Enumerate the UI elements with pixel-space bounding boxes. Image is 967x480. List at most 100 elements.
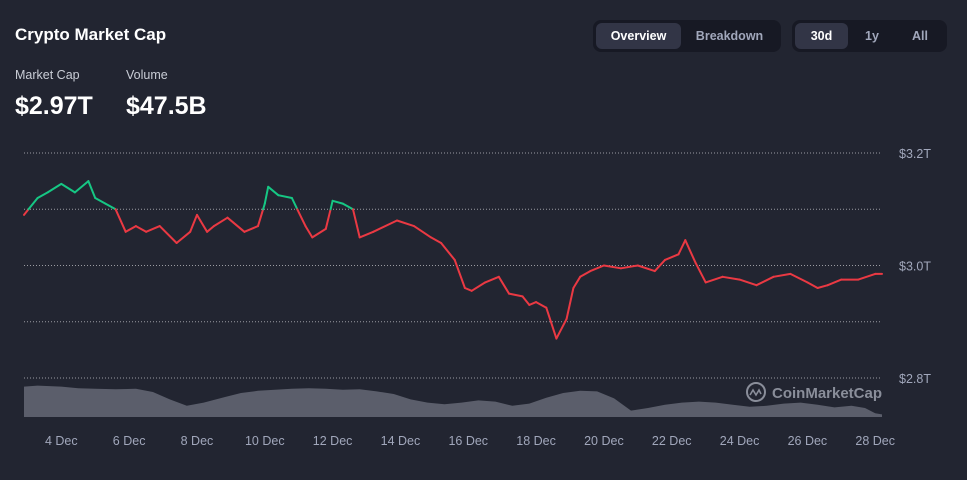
price-line-segment	[589, 264, 605, 273]
volume-value: $47.5B	[126, 92, 207, 120]
price-line-segment	[545, 306, 558, 340]
price-line-segment	[73, 180, 90, 194]
price-line-segment	[396, 219, 415, 228]
price-line-segment	[290, 197, 299, 211]
price-line-segment	[341, 202, 354, 211]
x-tick-label: 26 Dec	[788, 434, 828, 448]
price-line-segment	[806, 281, 819, 289]
price-line-segment	[619, 264, 639, 270]
price-line-segment	[206, 225, 215, 233]
tab-overview[interactable]: Overview	[596, 23, 681, 49]
price-line-segment	[60, 182, 76, 194]
price-line-segment	[311, 227, 327, 239]
price-line-segment	[430, 236, 443, 244]
price-line-segment	[199, 219, 209, 233]
price-line-segment	[694, 261, 707, 284]
price-line-segment	[304, 225, 314, 239]
price-line-segment	[329, 199, 334, 211]
price-line-segment	[535, 301, 548, 309]
price-line-segment	[664, 253, 680, 261]
price-line-segment	[677, 239, 687, 256]
coinmarketcap-logo-icon	[746, 382, 766, 402]
x-tick-label: 28 Dec	[855, 434, 895, 448]
price-line-segment	[324, 208, 332, 230]
price-line-segment	[27, 197, 39, 211]
x-tick-label: 14 Dec	[381, 434, 421, 448]
coinmarketcap-logo-mark	[749, 388, 762, 397]
volume-fill	[24, 385, 882, 417]
price-line-segment	[296, 208, 307, 228]
price-line-segment	[352, 208, 361, 239]
x-tick-label: 4 Dec	[45, 434, 78, 448]
price-line-segment	[440, 242, 456, 261]
price-line-segment	[555, 317, 568, 340]
price-line-segment	[704, 275, 724, 284]
tab-breakdown[interactable]: Breakdown	[695, 29, 764, 43]
price-line-segment	[521, 295, 531, 306]
price-line-segment	[46, 182, 63, 194]
price-line-segment	[196, 213, 202, 222]
price-line-segment	[653, 258, 666, 273]
price-line-segment	[257, 208, 265, 228]
market-cap-label: Market Cap	[15, 68, 80, 82]
price-line-segment	[158, 225, 178, 244]
x-tick-label: 10 Dec	[245, 434, 285, 448]
price-line-segment	[134, 225, 148, 233]
price-line-segment	[104, 202, 117, 211]
axes: $3.2T $3.0T $2.8T 4 Dec 6 Dec 8 Dec 10 Dec 12 D…	[45, 147, 931, 448]
view-tab-group: Overview Breakdown	[593, 20, 781, 52]
price-line-segment	[684, 239, 697, 264]
price-line-segment	[497, 275, 510, 295]
price-line-segment	[721, 275, 741, 281]
price-line-segment	[470, 281, 487, 292]
price-line-segment	[579, 270, 592, 278]
price-line-segment	[114, 208, 127, 233]
x-tick-label: 6 Dec	[113, 434, 146, 448]
tab-range-all[interactable]: All	[912, 29, 928, 43]
y-tick-label: $3.0T	[899, 260, 931, 274]
price-line-segment	[738, 278, 758, 287]
tab-range-30d[interactable]: 30d	[795, 23, 848, 49]
market-cap-value: $2.97T	[15, 92, 93, 120]
range-tab-group: 30d 1y All	[792, 20, 947, 52]
price-line-segment	[602, 264, 622, 270]
x-tick-label: 24 Dec	[720, 434, 760, 448]
price-line-segment	[636, 264, 656, 273]
price-line-segment	[124, 225, 137, 233]
price-line-segment	[484, 275, 500, 284]
volume-area	[24, 385, 882, 417]
chart-title: Crypto Market Cap	[15, 25, 167, 44]
x-tick-label: 12 Dec	[313, 434, 353, 448]
price-line-segment	[755, 275, 775, 287]
price-line-segment	[358, 230, 375, 239]
tab-range-1y[interactable]: 1y	[865, 29, 879, 43]
price-line-segment	[175, 230, 192, 244]
x-tick-label: 16 Dec	[448, 434, 488, 448]
price-line-segment	[263, 185, 270, 205]
price-line-segment	[508, 292, 524, 298]
price-line-segment	[145, 225, 161, 233]
price-line-segment	[36, 191, 49, 199]
price-line-segment	[87, 180, 97, 199]
price-line	[23, 180, 883, 340]
price-line-segment	[226, 216, 246, 233]
volume-label: Volume	[126, 68, 168, 82]
price-line-segment	[528, 301, 538, 306]
price-line-segment	[772, 272, 792, 278]
x-tick-label: 20 Dec	[584, 434, 624, 448]
price-line-segment	[372, 219, 398, 233]
price-line-segment	[463, 287, 473, 292]
price-line-segment	[826, 278, 843, 287]
price-line-segment	[453, 258, 466, 289]
price-line-segment	[23, 208, 30, 216]
x-tick-label: 8 Dec	[181, 434, 214, 448]
watermark-text: CoinMarketCap	[772, 385, 882, 402]
x-tick-label: 18 Dec	[516, 434, 556, 448]
price-line-segment	[212, 216, 229, 228]
x-tick-label: 22 Dec	[652, 434, 692, 448]
price-line-segment	[267, 185, 280, 197]
price-line-segment	[243, 225, 259, 233]
y-tick-label: $2.8T	[899, 372, 931, 386]
price-line-segment	[565, 287, 575, 320]
